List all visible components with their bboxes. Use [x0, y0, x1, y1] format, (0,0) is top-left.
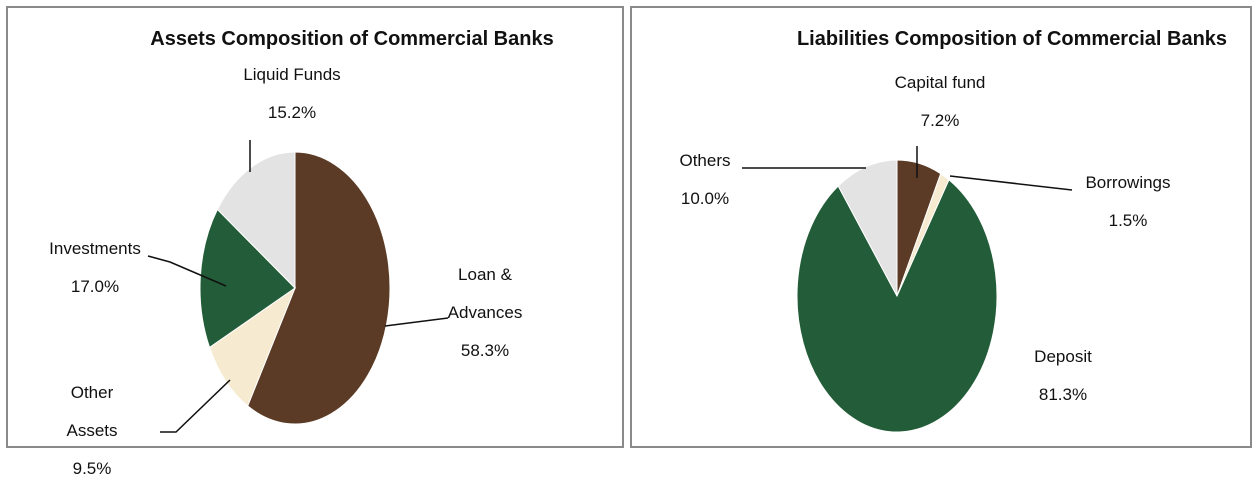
value-label: 17.0% — [70, 277, 120, 296]
category-label: Deposit — [1034, 347, 1092, 366]
value-label: 10.0% — [680, 189, 730, 208]
leader-lines — [147, 140, 1073, 433]
category-label: Other Assets — [66, 383, 118, 440]
slice-label: Borrowings 1.5% — [1063, 164, 1193, 240]
category-label: Investments — [49, 239, 141, 258]
slice-label: Investments 17.0% — [30, 230, 160, 306]
pie-slice — [796, 179, 998, 433]
value-label: 7.2% — [920, 111, 960, 130]
category-label: Capital fund — [894, 73, 986, 92]
value-label: 81.3% — [1038, 385, 1088, 404]
pie-slice — [208, 286, 297, 407]
leader-line — [147, 255, 227, 287]
leader-line — [384, 317, 449, 327]
value-label: 15.2% — [267, 103, 317, 122]
slice-label: Others 10.0% — [655, 142, 755, 218]
pie-slice — [216, 151, 296, 290]
page: (() => { const data = JSON.parse(documen… — [6, 6, 1252, 478]
pie-slice — [247, 151, 391, 425]
category-label: Liquid Funds — [243, 65, 341, 84]
slice-label: Other Assets 9.5% — [47, 374, 137, 488]
slice-label: Deposit 81.3% — [1003, 338, 1123, 414]
pie-slice — [837, 159, 898, 297]
slice-label: Capital fund 7.2% — [870, 64, 1010, 140]
slice-label: Liquid Funds 15.2% — [222, 56, 362, 132]
chart — [147, 140, 1073, 433]
value-label: 1.5% — [1108, 211, 1148, 230]
category-label: Borrowings — [1085, 173, 1171, 192]
panel — [630, 6, 1252, 448]
slice-label: Loan & Advances 58.3% — [430, 256, 540, 370]
leader-line — [160, 379, 231, 433]
leader-line — [949, 175, 1073, 191]
chart-title: Liabilities Composition of Commercial Ba… — [796, 28, 1228, 50]
pie-slice — [199, 208, 296, 349]
panel — [6, 6, 624, 448]
chart-title: Assets Composition of Commercial Banks — [150, 28, 554, 50]
category-label: Loan & Advances — [447, 265, 523, 322]
category-label: Others — [679, 151, 731, 170]
value-label: 58.3% — [460, 341, 510, 360]
